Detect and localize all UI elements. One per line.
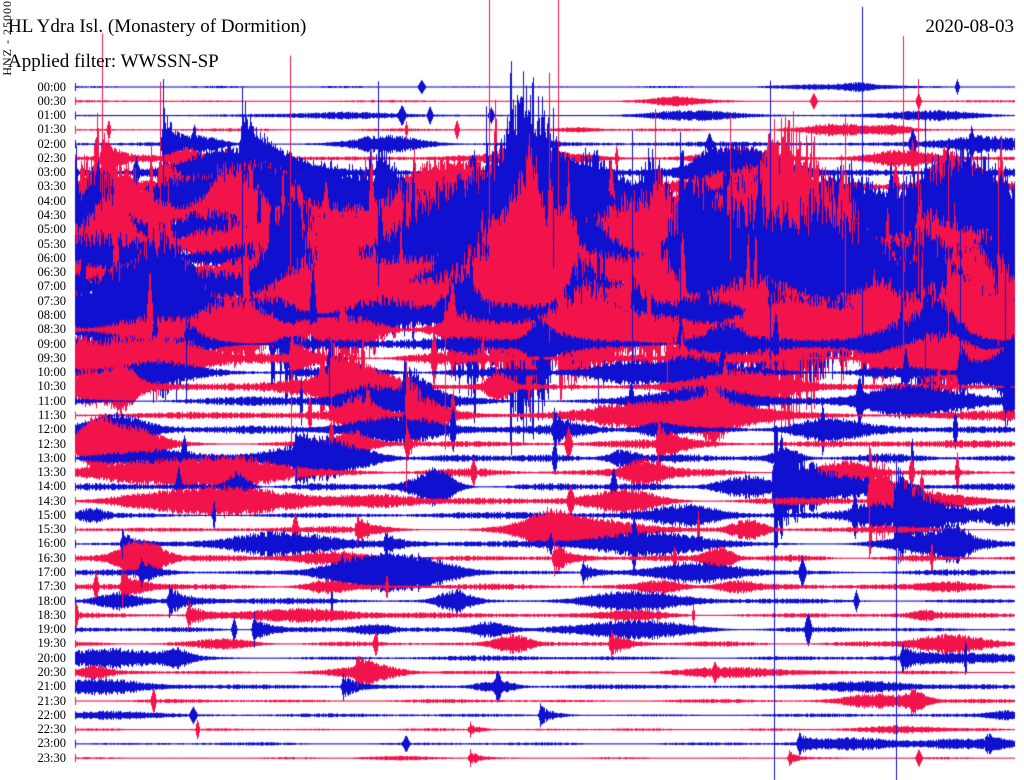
time-label-0330: 03:30 <box>37 179 66 194</box>
time-label-1900: 19:00 <box>37 622 66 637</box>
time-label-1800: 18:00 <box>37 593 66 608</box>
time-label-0230: 02:30 <box>37 150 66 165</box>
applied-filter-label: Applied filter: WWSSN-SP <box>8 51 219 72</box>
time-label-1100: 11:00 <box>37 393 66 408</box>
time-label-2100: 21:00 <box>37 679 66 694</box>
time-label-1630: 16:30 <box>37 550 66 565</box>
time-label-1230: 12:30 <box>37 436 66 451</box>
time-label-1500: 15:00 <box>37 507 66 522</box>
time-label-1400: 14:00 <box>37 479 66 494</box>
time-label-0800: 08:00 <box>37 307 66 322</box>
time-label-1700: 17:00 <box>37 565 66 580</box>
time-label-1300: 13:00 <box>37 450 66 465</box>
time-label-2130: 21:30 <box>37 693 66 708</box>
time-label-1030: 10:30 <box>37 379 66 394</box>
time-label-0700: 07:00 <box>37 279 66 294</box>
time-label-1600: 16:00 <box>37 536 66 551</box>
time-label-1330: 13:30 <box>37 465 66 480</box>
time-label-0730: 07:30 <box>37 293 66 308</box>
time-label-2030: 20:30 <box>37 664 66 679</box>
time-label-1000: 10:00 <box>37 365 66 380</box>
time-label-0400: 04:00 <box>37 193 66 208</box>
time-label-2330: 23:30 <box>37 750 66 765</box>
date-label: 2020-08-03 <box>925 16 1014 37</box>
time-label-0130: 01:30 <box>37 122 66 137</box>
time-label-0530: 05:30 <box>37 236 66 251</box>
time-label-0830: 08:30 <box>37 322 66 337</box>
time-label-0630: 06:30 <box>37 265 66 280</box>
time-label-0930: 09:30 <box>37 350 66 365</box>
time-label-0430: 04:30 <box>37 208 66 223</box>
time-label-1730: 17:30 <box>37 579 66 594</box>
time-label-1200: 12:00 <box>37 422 66 437</box>
time-label-1130: 11:30 <box>37 407 66 422</box>
time-label-1530: 15:30 <box>37 522 66 537</box>
time-label-0100: 01:00 <box>37 108 66 123</box>
time-label-0030: 00:30 <box>37 93 66 108</box>
time-label-2230: 22:30 <box>37 722 66 737</box>
time-label-0600: 06:00 <box>37 250 66 265</box>
time-label-2200: 22:00 <box>37 707 66 722</box>
time-label-0300: 03:00 <box>37 165 66 180</box>
time-label-1830: 18:30 <box>37 607 66 622</box>
time-label-0200: 02:00 <box>37 136 66 151</box>
time-label-0000: 00:00 <box>37 79 66 94</box>
time-label-2000: 20:00 <box>37 650 66 665</box>
time-label-0500: 05:00 <box>37 222 66 237</box>
time-label-2300: 23:00 <box>37 736 66 751</box>
station-title: HL Ydra Isl. (Monastery of Dormition) <box>8 16 307 37</box>
time-label-0900: 09:00 <box>37 336 66 351</box>
time-label-1430: 14:30 <box>37 493 66 508</box>
time-label-1930: 19:30 <box>37 636 66 651</box>
